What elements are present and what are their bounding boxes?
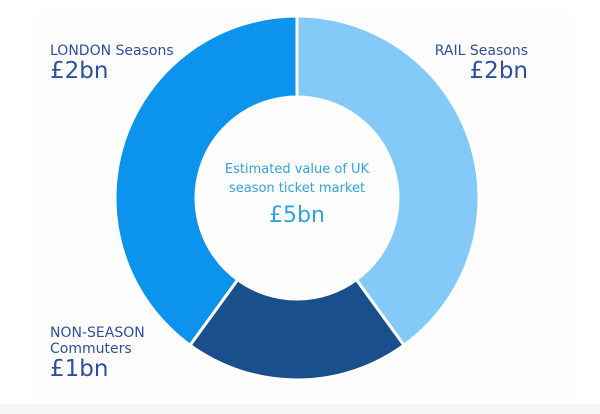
slice-london-seasons — [113, 14, 299, 348]
slice-name-rail: RAIL Seasons — [434, 43, 528, 59]
slice-rail-seasons — [295, 14, 481, 348]
slice-value-non-season: £1bn — [50, 356, 109, 382]
slice-name-london: LONDON Seasons — [50, 43, 174, 59]
center-caption: Estimated value of UK season ticket mark… — [224, 162, 370, 196]
slice-value-london: £2bn — [50, 58, 109, 84]
bottom-strip — [0, 404, 600, 414]
slice-non-season-commuters — [187, 277, 407, 382]
label-london-seasons: LONDON Seasons £2bn — [50, 43, 174, 83]
center-label: Estimated value of UK season ticket mark… — [207, 160, 387, 230]
center-total: £5bn — [269, 203, 325, 228]
slice-value-rail: £2bn — [469, 58, 528, 84]
label-rail-seasons: RAIL Seasons £2bn — [398, 43, 528, 83]
slice-name-non-season: NON-SEASON Commuters — [50, 325, 145, 357]
label-non-season-commuters: NON-SEASON Commuters £1bn — [50, 325, 160, 381]
